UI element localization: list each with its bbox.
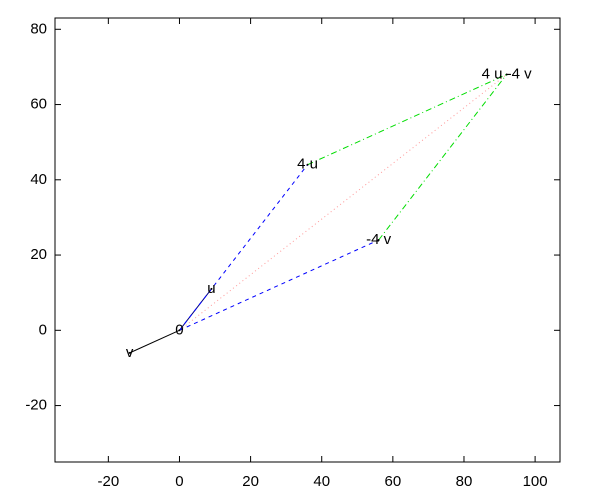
point xyxy=(377,239,380,241)
vector-segment xyxy=(129,329,180,354)
vector-segment xyxy=(307,73,507,166)
point-label: 4 u -4 v xyxy=(482,65,533,82)
y-tick-label: 40 xyxy=(30,171,47,188)
x-tick-label: 80 xyxy=(456,473,473,490)
point xyxy=(505,73,508,76)
x-tick-label: 100 xyxy=(523,473,548,490)
plot-frame xyxy=(54,17,561,463)
y-tick-label: 20 xyxy=(30,246,47,263)
y-tick-label: -20 xyxy=(25,397,47,414)
x-tick-label: 60 xyxy=(385,473,402,490)
vector-segment xyxy=(179,164,308,331)
point xyxy=(306,163,309,166)
point-label: -4 v xyxy=(366,231,392,248)
point xyxy=(128,351,131,354)
point xyxy=(178,329,181,332)
y-tick-label: 0 xyxy=(39,321,47,338)
y-tick-label: 80 xyxy=(30,20,47,37)
y-tick-label: 60 xyxy=(30,96,47,113)
x-tick-label: 40 xyxy=(313,473,330,490)
vector-segment xyxy=(378,74,508,241)
x-tick-label: 20 xyxy=(242,473,259,490)
vector-segment xyxy=(179,74,507,331)
point-label: v xyxy=(126,344,134,361)
x-tick-label: -20 xyxy=(98,473,120,490)
x-tick-label: 0 xyxy=(175,473,183,490)
point-label: u xyxy=(207,280,215,297)
point-label: 0 xyxy=(175,321,183,338)
point xyxy=(210,287,213,290)
point-label: 4 u xyxy=(297,156,318,173)
